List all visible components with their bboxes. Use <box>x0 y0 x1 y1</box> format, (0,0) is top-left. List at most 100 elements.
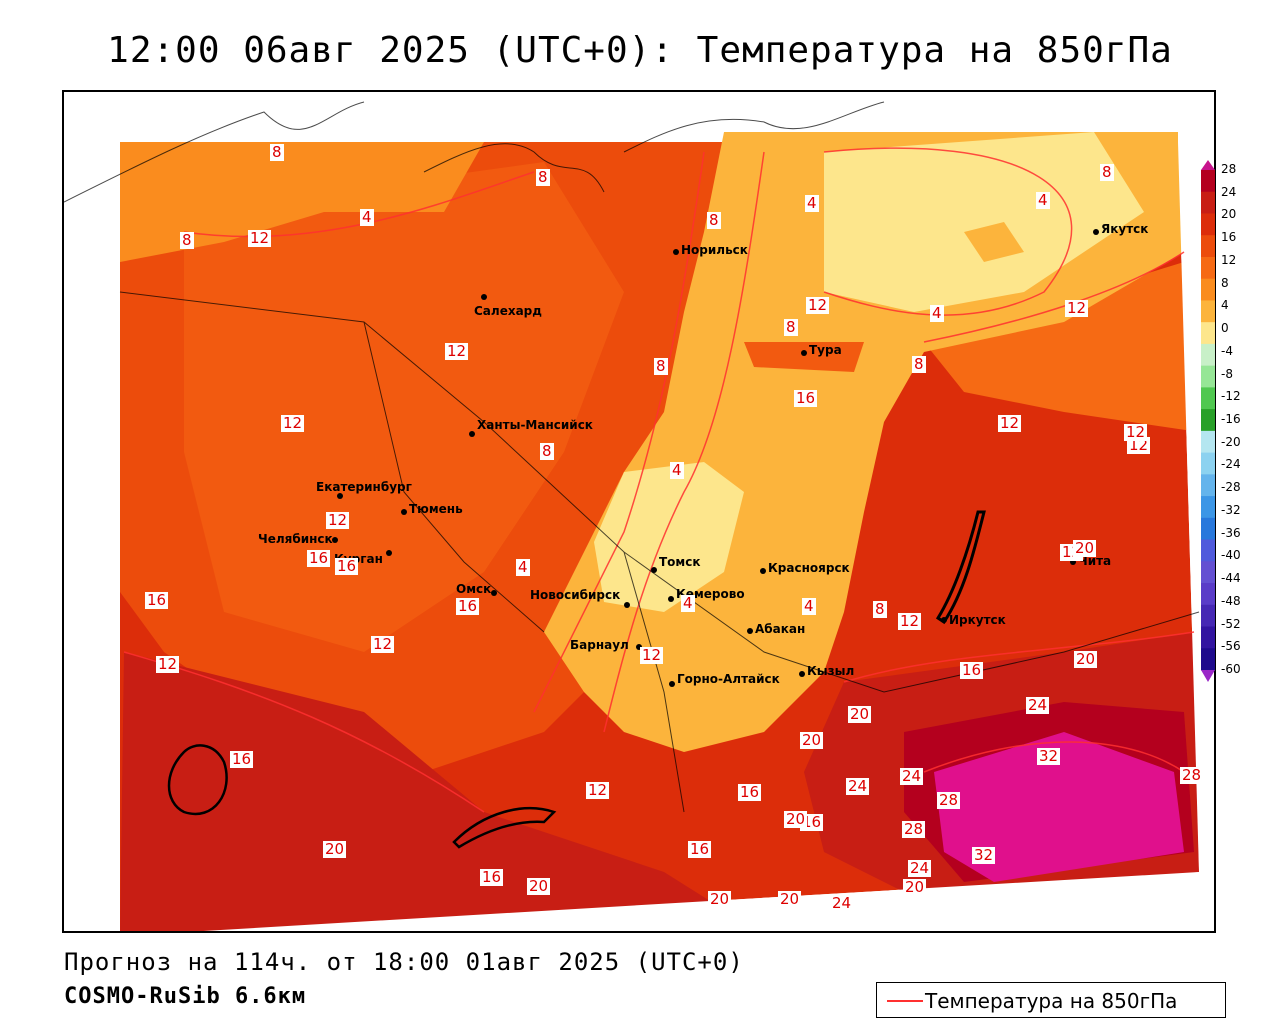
contour-value-label: 20 <box>784 810 808 828</box>
city-dot <box>469 431 475 437</box>
colorbar-segment <box>1201 300 1215 323</box>
colorbar-tick-label: 4 <box>1221 298 1229 313</box>
legend-line-swatch <box>887 1000 923 1002</box>
contour-value-label: 32 <box>972 846 996 864</box>
contour-value-label: 12 <box>640 646 664 664</box>
contour-value-label: 16 <box>230 750 254 768</box>
city-label-chelyabinsk: Челябинск <box>258 532 333 546</box>
city-dot <box>491 590 497 596</box>
colorbar-segment <box>1201 583 1215 606</box>
contour-value-label: 8 <box>540 442 554 460</box>
colorbar-segment <box>1201 604 1215 628</box>
colorbar-segment <box>1201 539 1215 562</box>
colorbar-tick-label: -48 <box>1221 593 1241 608</box>
city-label-tyumen: Тюмень <box>409 502 463 516</box>
city-dot <box>651 567 657 573</box>
contour-value-label: 8 <box>707 211 721 229</box>
map-title: 12:00 06авг 2025 (UTC+0): Температура на… <box>107 30 1173 71</box>
contour-value-label: 16 <box>794 389 818 407</box>
contour-value-label: 4 <box>360 208 374 226</box>
colorbar-segment <box>1201 278 1215 301</box>
legend-label: Температура на 850гПа <box>925 989 1178 1013</box>
contour-value-label: 8 <box>654 357 668 375</box>
contour-value-label: 20 <box>527 877 551 895</box>
contour-value-label: 4 <box>930 304 944 322</box>
city-label-tomsk: Томск <box>659 555 701 569</box>
city-label-yakutsk: Якутск <box>1101 222 1149 236</box>
contour-value-label: 4 <box>670 461 684 479</box>
colorbar-segment <box>1201 452 1215 475</box>
contour-value-label: 8 <box>1100 163 1114 181</box>
contour-value-label: 20 <box>708 890 732 908</box>
contour-value-label: 16 <box>688 840 712 858</box>
colorbar-segment <box>1201 235 1215 258</box>
city-label-gorno-altaysk: Горно-Алтайск <box>677 672 780 686</box>
city-dot <box>801 350 807 356</box>
contour-value-label: 8 <box>180 231 194 249</box>
contour-value-label: 32 <box>1037 747 1061 765</box>
contour-value-label: 28 <box>1180 766 1204 784</box>
city-dot <box>747 628 753 634</box>
contour-value-label: 8 <box>912 355 926 373</box>
city-dot <box>636 644 642 650</box>
map-area: Салехард Норильск Якутск Тура Ханты-Манс… <box>62 90 1216 933</box>
contour-value-label: 16 <box>480 868 504 886</box>
colorbar-tick-label: -36 <box>1221 525 1241 540</box>
contour-value-label: 12 <box>1124 423 1148 441</box>
model-name: COSMO-RuSib 6.6км <box>64 984 307 1009</box>
contour-value-label: 12 <box>445 342 469 360</box>
city-dot <box>332 537 338 543</box>
colorbar-bottom-arrow <box>1201 670 1215 682</box>
colorbar-tick-label: -20 <box>1221 434 1241 449</box>
contour-value-label: 16 <box>456 597 480 615</box>
city-label-novosibirsk: Новосибирск <box>530 588 621 602</box>
colorbar-tick-label: -60 <box>1221 662 1241 676</box>
city-dot <box>669 681 675 687</box>
contour-value-label: 12 <box>998 414 1022 432</box>
city-dot <box>799 671 805 677</box>
city-label-tura: Тура <box>809 343 842 357</box>
contour-value-label: 4 <box>805 194 819 212</box>
colorbar-tick-label: -52 <box>1221 616 1241 631</box>
colorbar <box>1201 160 1215 682</box>
contour-value-label: 12 <box>1065 299 1089 317</box>
colorbar-tick-label: -56 <box>1221 639 1241 654</box>
city-label-omsk: Омск <box>456 582 492 596</box>
contour-value-label: 20 <box>778 890 802 908</box>
colorbar-tick-label: -32 <box>1221 502 1241 517</box>
colorbar-top-arrow <box>1201 160 1215 170</box>
city-dot <box>668 596 674 602</box>
contour-value-label: 12 <box>586 781 610 799</box>
city-label-krasnoyarsk: Красноярск <box>768 561 850 575</box>
contour-value-label: 24 <box>900 767 924 785</box>
city-label-norilsk: Норильск <box>681 243 748 257</box>
colorbar-tick-label: 12 <box>1221 252 1237 267</box>
temperature-field <box>64 92 1214 931</box>
contour-value-label: 24 <box>908 859 932 877</box>
colorbar-tick-label: -44 <box>1221 571 1241 586</box>
city-label-salekhard: Салехард <box>474 304 542 318</box>
contour-value-label: 12 <box>326 511 350 529</box>
contour-value-label: 20 <box>800 731 824 749</box>
contour-value-label: 24 <box>846 777 870 795</box>
contour-value-label: 8 <box>784 318 798 336</box>
contour-value-label: 12 <box>281 414 305 432</box>
city-dot <box>760 568 766 574</box>
contour-value-label: 8 <box>270 143 284 161</box>
colorbar-segment <box>1201 322 1215 345</box>
contour-value-label: 16 <box>738 783 762 801</box>
contour-value-label: 20 <box>903 878 927 896</box>
contour-value-label: 20 <box>323 840 347 858</box>
contour-value-label: 28 <box>937 791 961 809</box>
contour-value-label: 28 <box>902 820 926 838</box>
colorbar-segment <box>1201 430 1215 454</box>
colorbar-segment <box>1201 387 1215 410</box>
contour-value-label: 16 <box>960 661 984 679</box>
colorbar-tick-label: 16 <box>1221 230 1237 245</box>
contour-value-label: 4 <box>1036 191 1050 209</box>
city-dot <box>481 294 487 300</box>
colorbar-segment <box>1201 648 1215 671</box>
city-label-barnaul: Барнаул <box>570 638 629 652</box>
contour-value-label: 12 <box>898 612 922 630</box>
city-dot <box>386 550 392 556</box>
